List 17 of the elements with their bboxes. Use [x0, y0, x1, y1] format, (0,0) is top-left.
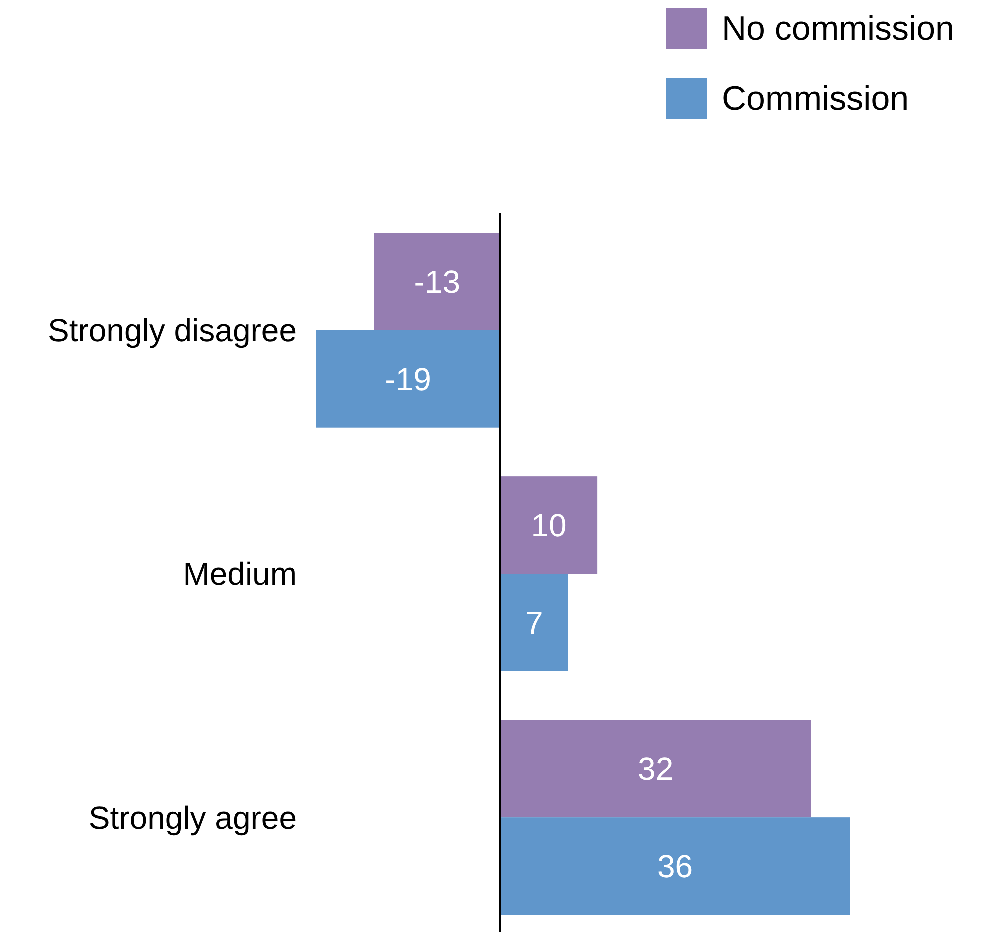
data-label: 10: [531, 507, 567, 544]
y-tick-label: Strongly disagree: [48, 312, 297, 349]
y-tick-label: Strongly agree: [88, 800, 297, 836]
y-tick-label: Medium: [183, 556, 297, 592]
legend-label: Commission: [722, 80, 910, 118]
data-label: 36: [657, 848, 694, 884]
bar: [500, 574, 568, 672]
bar: [316, 330, 500, 428]
data-label: -19: [385, 361, 432, 398]
bar: [374, 233, 500, 330]
data-label: -13: [414, 264, 460, 300]
data-label: 32: [638, 751, 674, 788]
legend-label: No commission: [722, 10, 954, 48]
bar: [500, 476, 598, 574]
data-label: 7: [526, 604, 544, 641]
bar: [500, 818, 850, 915]
bar: [500, 720, 812, 818]
